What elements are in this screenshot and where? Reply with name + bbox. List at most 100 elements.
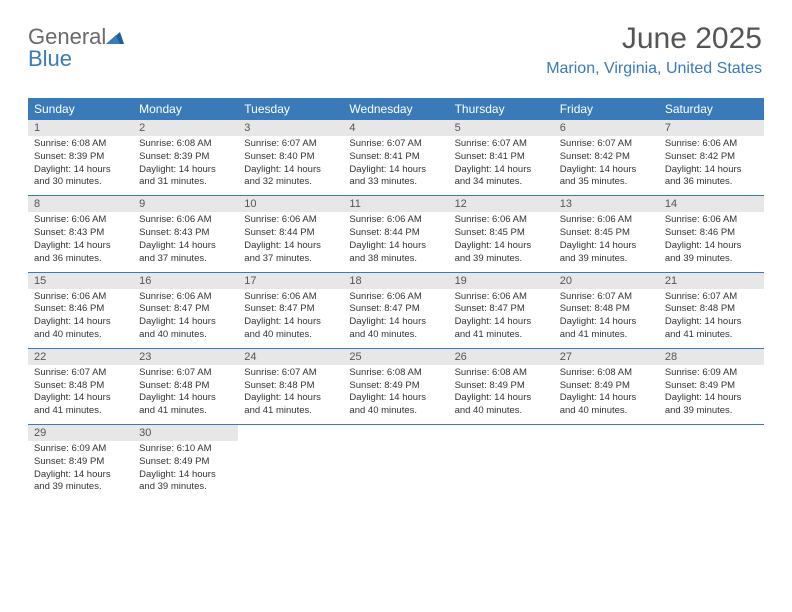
week-row: 15Sunrise: 6:06 AMSunset: 8:46 PMDayligh… [28,272,764,348]
day-number: 16 [133,273,238,289]
day-header: Sunday [28,98,133,120]
day-number: 3 [238,120,343,136]
day-number: 25 [343,349,448,365]
day-info: Sunrise: 6:07 AMSunset: 8:42 PMDaylight:… [554,136,659,189]
day-info: Sunrise: 6:07 AMSunset: 8:41 PMDaylight:… [449,136,554,189]
day-number: 21 [659,273,764,289]
day-number: 15 [28,273,133,289]
day-number: 26 [449,349,554,365]
day-number: 28 [659,349,764,365]
day-info: Sunrise: 6:08 AMSunset: 8:49 PMDaylight:… [449,365,554,418]
calendar: Sunday Monday Tuesday Wednesday Thursday… [28,98,764,500]
day-info: Sunrise: 6:06 AMSunset: 8:47 PMDaylight:… [238,289,343,342]
day-cell: 16Sunrise: 6:06 AMSunset: 8:47 PMDayligh… [133,273,238,348]
day-cell: 28Sunrise: 6:09 AMSunset: 8:49 PMDayligh… [659,349,764,424]
day-number: 24 [238,349,343,365]
day-info: Sunrise: 6:06 AMSunset: 8:47 PMDaylight:… [449,289,554,342]
day-number: 11 [343,196,448,212]
day-header-row: Sunday Monday Tuesday Wednesday Thursday… [28,98,764,120]
day-cell [449,425,554,500]
day-info: Sunrise: 6:09 AMSunset: 8:49 PMDaylight:… [28,441,133,494]
day-info: Sunrise: 6:08 AMSunset: 8:49 PMDaylight:… [343,365,448,418]
day-info: Sunrise: 6:06 AMSunset: 8:47 PMDaylight:… [133,289,238,342]
week-row: 22Sunrise: 6:07 AMSunset: 8:48 PMDayligh… [28,348,764,424]
day-cell: 27Sunrise: 6:08 AMSunset: 8:49 PMDayligh… [554,349,659,424]
day-cell: 14Sunrise: 6:06 AMSunset: 8:46 PMDayligh… [659,196,764,271]
page-title: June 2025 [546,22,762,56]
day-info: Sunrise: 6:08 AMSunset: 8:39 PMDaylight:… [133,136,238,189]
day-info: Sunrise: 6:07 AMSunset: 8:48 PMDaylight:… [28,365,133,418]
header: June 2025 Marion, Virginia, United State… [546,22,762,78]
day-info: Sunrise: 6:08 AMSunset: 8:39 PMDaylight:… [28,136,133,189]
day-number: 9 [133,196,238,212]
day-cell: 19Sunrise: 6:06 AMSunset: 8:47 PMDayligh… [449,273,554,348]
day-cell: 1Sunrise: 6:08 AMSunset: 8:39 PMDaylight… [28,120,133,195]
day-header: Monday [133,98,238,120]
day-number: 8 [28,196,133,212]
day-number: 6 [554,120,659,136]
day-cell: 3Sunrise: 6:07 AMSunset: 8:40 PMDaylight… [238,120,343,195]
day-cell: 6Sunrise: 6:07 AMSunset: 8:42 PMDaylight… [554,120,659,195]
day-number: 5 [449,120,554,136]
day-number: 27 [554,349,659,365]
day-info: Sunrise: 6:07 AMSunset: 8:48 PMDaylight:… [554,289,659,342]
day-number: 19 [449,273,554,289]
day-cell: 20Sunrise: 6:07 AMSunset: 8:48 PMDayligh… [554,273,659,348]
day-cell: 23Sunrise: 6:07 AMSunset: 8:48 PMDayligh… [133,349,238,424]
day-cell: 26Sunrise: 6:08 AMSunset: 8:49 PMDayligh… [449,349,554,424]
day-cell [343,425,448,500]
day-cell: 4Sunrise: 6:07 AMSunset: 8:41 PMDaylight… [343,120,448,195]
day-cell: 15Sunrise: 6:06 AMSunset: 8:46 PMDayligh… [28,273,133,348]
day-cell: 8Sunrise: 6:06 AMSunset: 8:43 PMDaylight… [28,196,133,271]
day-cell: 24Sunrise: 6:07 AMSunset: 8:48 PMDayligh… [238,349,343,424]
day-header: Friday [554,98,659,120]
day-info: Sunrise: 6:06 AMSunset: 8:47 PMDaylight:… [343,289,448,342]
day-cell: 18Sunrise: 6:06 AMSunset: 8:47 PMDayligh… [343,273,448,348]
location-subtitle: Marion, Virginia, United States [546,60,762,78]
day-info: Sunrise: 6:07 AMSunset: 8:40 PMDaylight:… [238,136,343,189]
day-info: Sunrise: 6:06 AMSunset: 8:43 PMDaylight:… [28,212,133,265]
day-info: Sunrise: 6:07 AMSunset: 8:48 PMDaylight:… [133,365,238,418]
day-cell: 25Sunrise: 6:08 AMSunset: 8:49 PMDayligh… [343,349,448,424]
day-cell: 17Sunrise: 6:06 AMSunset: 8:47 PMDayligh… [238,273,343,348]
day-info: Sunrise: 6:06 AMSunset: 8:42 PMDaylight:… [659,136,764,189]
day-info: Sunrise: 6:06 AMSunset: 8:45 PMDaylight:… [554,212,659,265]
day-cell: 29Sunrise: 6:09 AMSunset: 8:49 PMDayligh… [28,425,133,500]
day-cell: 7Sunrise: 6:06 AMSunset: 8:42 PMDaylight… [659,120,764,195]
day-cell: 5Sunrise: 6:07 AMSunset: 8:41 PMDaylight… [449,120,554,195]
logo: General Blue [28,26,124,70]
day-number: 4 [343,120,448,136]
day-number: 20 [554,273,659,289]
day-cell: 9Sunrise: 6:06 AMSunset: 8:43 PMDaylight… [133,196,238,271]
day-cell: 13Sunrise: 6:06 AMSunset: 8:45 PMDayligh… [554,196,659,271]
day-number: 30 [133,425,238,441]
day-header: Saturday [659,98,764,120]
day-number: 22 [28,349,133,365]
day-number: 10 [238,196,343,212]
day-cell: 21Sunrise: 6:07 AMSunset: 8:48 PMDayligh… [659,273,764,348]
day-info: Sunrise: 6:06 AMSunset: 8:45 PMDaylight:… [449,212,554,265]
logo-text-2: Blue [28,46,72,71]
day-header: Wednesday [343,98,448,120]
day-cell [659,425,764,500]
day-number: 29 [28,425,133,441]
week-row: 8Sunrise: 6:06 AMSunset: 8:43 PMDaylight… [28,195,764,271]
day-info: Sunrise: 6:07 AMSunset: 8:48 PMDaylight:… [238,365,343,418]
day-number: 7 [659,120,764,136]
day-cell: 10Sunrise: 6:06 AMSunset: 8:44 PMDayligh… [238,196,343,271]
day-number: 2 [133,120,238,136]
week-row: 29Sunrise: 6:09 AMSunset: 8:49 PMDayligh… [28,424,764,500]
day-info: Sunrise: 6:10 AMSunset: 8:49 PMDaylight:… [133,441,238,494]
day-cell: 11Sunrise: 6:06 AMSunset: 8:44 PMDayligh… [343,196,448,271]
day-info: Sunrise: 6:06 AMSunset: 8:46 PMDaylight:… [659,212,764,265]
day-number: 17 [238,273,343,289]
day-cell: 2Sunrise: 6:08 AMSunset: 8:39 PMDaylight… [133,120,238,195]
day-header: Tuesday [238,98,343,120]
day-cell: 12Sunrise: 6:06 AMSunset: 8:45 PMDayligh… [449,196,554,271]
day-info: Sunrise: 6:08 AMSunset: 8:49 PMDaylight:… [554,365,659,418]
day-cell: 30Sunrise: 6:10 AMSunset: 8:49 PMDayligh… [133,425,238,500]
day-info: Sunrise: 6:06 AMSunset: 8:44 PMDaylight:… [343,212,448,265]
day-info: Sunrise: 6:09 AMSunset: 8:49 PMDaylight:… [659,365,764,418]
day-number: 1 [28,120,133,136]
week-row: 1Sunrise: 6:08 AMSunset: 8:39 PMDaylight… [28,120,764,195]
